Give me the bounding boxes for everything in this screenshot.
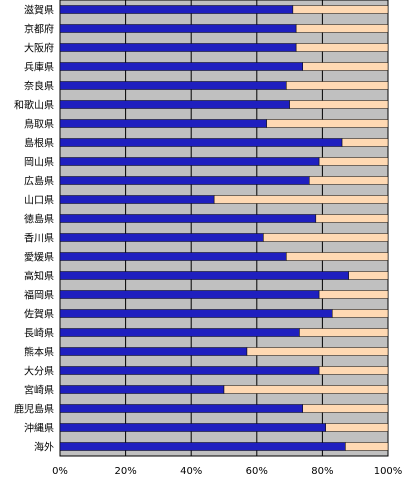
bar-segment-1 xyxy=(59,157,320,166)
bar-segment-2 xyxy=(223,385,389,394)
bar-segment-2 xyxy=(318,290,389,299)
category-label: 島根県 xyxy=(24,137,54,150)
bar-segment-1 xyxy=(59,138,343,147)
bar-segment-2 xyxy=(302,62,389,71)
gridlines xyxy=(125,0,323,456)
x-tick-label: 40% xyxy=(180,466,202,477)
x-tick-label: 20% xyxy=(114,466,136,477)
bars xyxy=(59,5,389,451)
bar-segment-2 xyxy=(315,214,389,223)
category-label: 愛媛県 xyxy=(24,251,54,264)
bar-segment-1 xyxy=(59,404,303,413)
bar-segment-1 xyxy=(59,119,267,128)
bar-segment-2 xyxy=(345,442,389,451)
bar-segment-1 xyxy=(59,62,303,71)
category-label: 奈良県 xyxy=(24,80,54,93)
category-label: 香川県 xyxy=(24,233,54,245)
category-label: 熊本県 xyxy=(24,346,54,359)
category-label: 京都府 xyxy=(24,23,54,36)
bar-segment-1 xyxy=(59,5,294,14)
bar-segment-1 xyxy=(59,423,326,432)
category-label: 福岡県 xyxy=(24,289,54,302)
bar-segment-2 xyxy=(295,43,389,52)
x-tick-label: 0% xyxy=(52,466,68,477)
bar-segment-2 xyxy=(299,328,389,337)
bar-segment-2 xyxy=(309,176,389,185)
plot-background xyxy=(59,0,389,457)
category-label: 高知県 xyxy=(24,270,54,283)
category-label: 大分県 xyxy=(24,365,54,378)
category-label: 広島県 xyxy=(24,175,54,188)
bar-segment-1 xyxy=(59,347,248,356)
bar-segment-1 xyxy=(59,328,300,337)
bar-segment-2 xyxy=(289,100,389,109)
category-label: 長崎県 xyxy=(24,327,54,340)
bar-segment-2 xyxy=(213,195,389,204)
bar-segment-1 xyxy=(59,252,287,261)
bar-segment-2 xyxy=(263,233,389,242)
bar-segment-2 xyxy=(331,309,389,318)
bar-segment-1 xyxy=(59,271,349,280)
bar-segment-2 xyxy=(286,252,389,261)
bar-segment-1 xyxy=(59,442,346,451)
category-label: 鳥取県 xyxy=(24,118,54,131)
bar-segment-2 xyxy=(341,138,389,147)
bar-segment-1 xyxy=(59,290,320,299)
category-label: 佐賀県 xyxy=(24,309,54,321)
bar-segment-2 xyxy=(286,81,389,90)
category-label: 沖縄県 xyxy=(24,422,54,435)
bar-segment-2 xyxy=(266,119,389,128)
bar-segment-1 xyxy=(59,43,297,52)
bar-segment-1 xyxy=(59,233,264,242)
x-tick-label: 100% xyxy=(374,466,403,477)
category-label: 岡山県 xyxy=(24,157,54,169)
bar-segment-2 xyxy=(295,24,389,33)
bar-segment-1 xyxy=(59,385,225,394)
bar-segment-1 xyxy=(59,81,287,90)
bar-segment-1 xyxy=(59,214,317,223)
bar-segment-2 xyxy=(292,5,389,14)
category-label: 滋賀県 xyxy=(24,4,54,17)
bar-segment-1 xyxy=(59,100,290,109)
category-label: 宮崎県 xyxy=(24,384,54,397)
bar-segment-1 xyxy=(59,366,320,375)
category-label: 海外 xyxy=(34,441,54,454)
bar-segment-2 xyxy=(318,366,389,375)
category-label: 徳島県 xyxy=(24,213,54,226)
bar-segment-2 xyxy=(246,347,389,356)
bar-segment-2 xyxy=(302,404,389,413)
bar-segment-2 xyxy=(318,157,389,166)
category-labels: 滋賀県京都府大阪府兵庫県奈良県和歌山県鳥取県島根県岡山県広島県山口県徳島県香川県… xyxy=(14,4,54,454)
bar-segment-2 xyxy=(325,423,389,432)
bar-segment-1 xyxy=(59,24,297,33)
category-label: 兵庫県 xyxy=(24,61,54,74)
x-tick-label: 60% xyxy=(246,466,268,477)
bar-segment-2 xyxy=(348,271,389,280)
category-label: 鹿児島県 xyxy=(14,403,54,416)
category-label: 和歌山県 xyxy=(14,99,54,112)
bar-segment-1 xyxy=(59,309,333,318)
x-tick-labels: 0% 20% 40% 60% 80% 100% xyxy=(52,466,402,477)
bar-segment-1 xyxy=(59,195,215,204)
category-label: 大阪府 xyxy=(24,42,54,55)
category-label: 山口県 xyxy=(24,195,54,207)
x-tick-label: 80% xyxy=(311,466,333,477)
bar-segment-1 xyxy=(59,176,310,185)
